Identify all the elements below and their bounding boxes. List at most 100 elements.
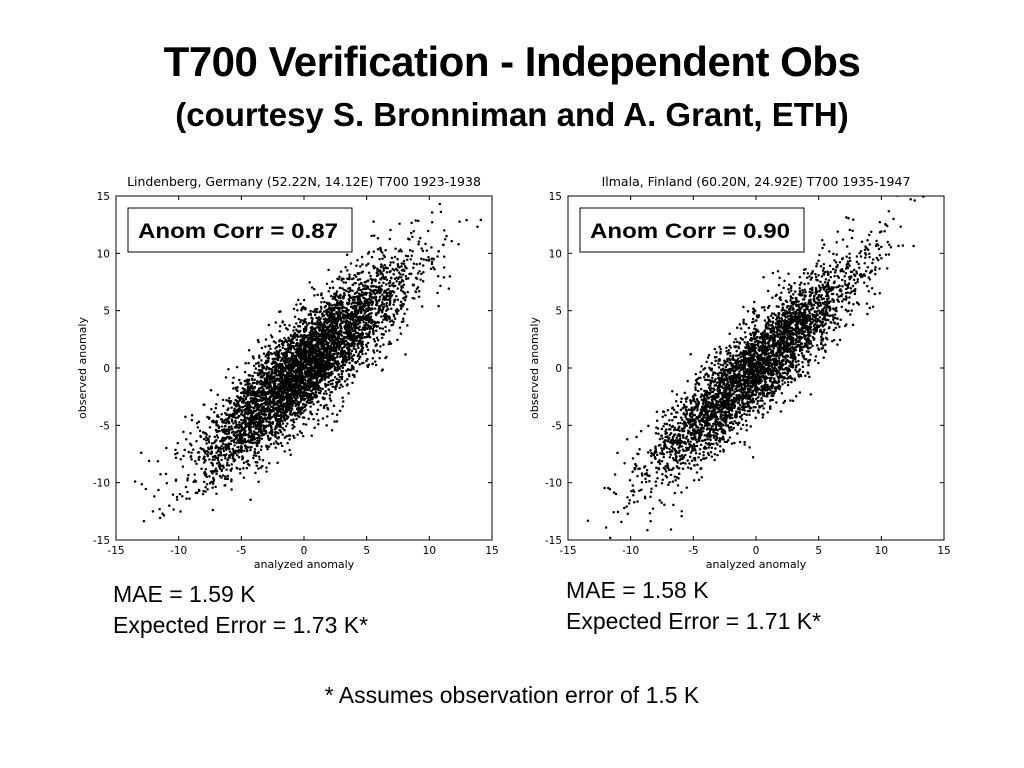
data-point: [330, 428, 334, 432]
data-point: [333, 369, 337, 372]
data-point: [367, 313, 370, 317]
data-point: [234, 398, 237, 402]
data-point: [308, 394, 312, 397]
data-point: [290, 372, 293, 375]
data-point: [320, 292, 323, 295]
data-point: [267, 405, 270, 408]
data-point: [370, 321, 374, 325]
data-point: [317, 384, 320, 388]
data-point: [347, 309, 350, 312]
data-point: [278, 420, 282, 424]
data-point: [427, 258, 431, 262]
data-point: [226, 417, 230, 420]
data-point: [344, 332, 348, 335]
data-point: [215, 462, 219, 465]
data-point: [287, 408, 290, 412]
data-point: [361, 352, 364, 356]
data-point: [207, 451, 210, 454]
data-point: [346, 377, 349, 381]
data-point: [220, 413, 223, 416]
data-point: [301, 416, 305, 419]
data-point: [314, 355, 318, 358]
data-point: [355, 370, 359, 373]
data-point: [381, 327, 385, 330]
data-point: [307, 321, 311, 325]
data-point: [278, 338, 282, 342]
data-point: [338, 375, 342, 379]
data-point: [405, 277, 408, 281]
data-point: [396, 263, 400, 266]
data-point: [258, 380, 261, 384]
data-point: [266, 373, 269, 376]
data-point: [416, 272, 420, 275]
data-point: [291, 337, 294, 341]
data-point: [421, 279, 425, 283]
data-point: [252, 381, 256, 385]
data-point: [303, 346, 306, 349]
data-point: [383, 263, 386, 267]
data-point: [263, 392, 266, 396]
data-point: [412, 283, 415, 287]
data-point: [283, 336, 286, 340]
data-point: [378, 281, 381, 284]
data-point: [403, 312, 406, 316]
data-point: [227, 432, 231, 435]
data-point: [228, 414, 231, 418]
data-point: [267, 323, 271, 327]
data-point: [367, 287, 370, 290]
data-point: [274, 416, 277, 419]
data-point: [331, 297, 335, 300]
data-point: [272, 381, 275, 384]
data-point: [265, 381, 269, 384]
data-point: [242, 461, 246, 465]
data-point: [190, 418, 194, 422]
data-point: [280, 377, 283, 381]
data-point: [433, 268, 436, 271]
data-point: [287, 403, 291, 407]
data-point: [242, 421, 245, 424]
data-point: [306, 395, 309, 398]
data-point: [345, 369, 348, 373]
data-point: [243, 370, 247, 374]
data-point: [399, 307, 403, 311]
data-point: [283, 387, 286, 390]
data-point: [345, 351, 349, 355]
data-point: [375, 349, 379, 352]
data-point: [226, 474, 230, 478]
data-point: [234, 409, 238, 413]
data-point: [230, 427, 234, 431]
data-point: [341, 347, 344, 350]
data-point: [402, 297, 405, 300]
data-point: [439, 284, 442, 288]
data-point: [304, 357, 308, 360]
data-point: [232, 438, 236, 442]
data-point: [215, 434, 219, 437]
data-point: [313, 426, 316, 429]
data-point: [253, 390, 257, 394]
data-point: [383, 314, 386, 318]
data-point: [268, 377, 272, 381]
data-point: [300, 355, 304, 359]
data-point: [370, 255, 374, 259]
data-point: [246, 459, 250, 463]
data-point: [274, 418, 278, 422]
data-point: [279, 380, 282, 384]
data-point: [392, 303, 395, 306]
data-point: [308, 381, 311, 385]
data-point: [321, 296, 324, 300]
data-point: [253, 371, 256, 374]
data-point: [356, 303, 359, 307]
data-point: [371, 362, 374, 366]
data-point: [226, 428, 229, 431]
data-point: [304, 327, 308, 330]
data-point: [257, 340, 260, 344]
data-point: [222, 447, 225, 450]
data-point: [292, 366, 295, 370]
data-point: [364, 292, 368, 296]
data-point: [279, 410, 282, 413]
data-point: [293, 425, 296, 429]
data-point: [343, 340, 346, 343]
data-point: [336, 299, 339, 302]
data-point: [219, 418, 223, 421]
data-point: [283, 404, 286, 408]
